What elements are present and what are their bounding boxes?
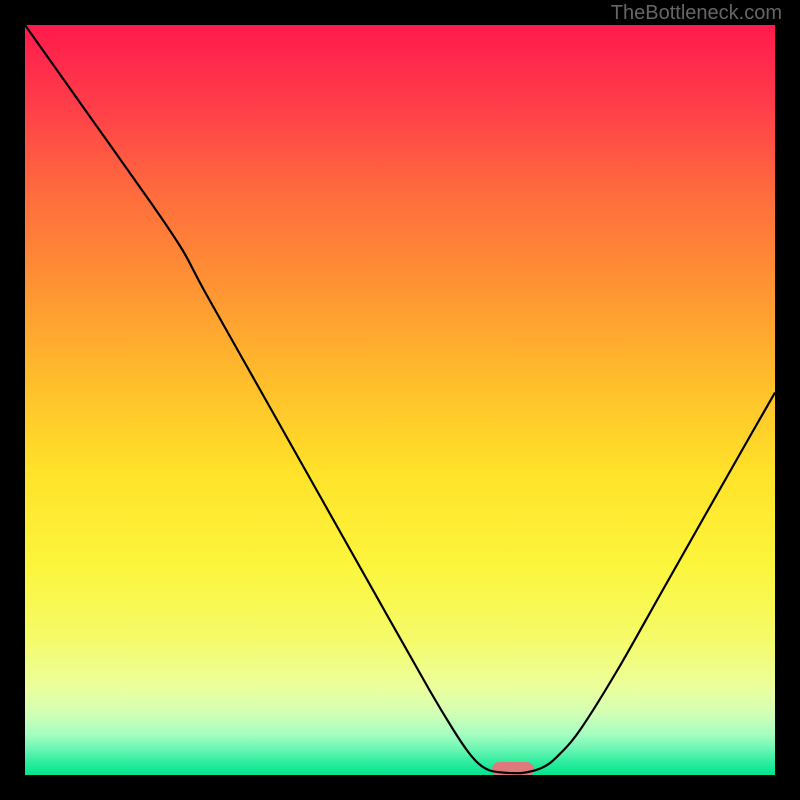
- bottleneck-curve: [25, 25, 775, 775]
- frame-left: [0, 0, 25, 800]
- watermark-text: TheBottleneck.com: [611, 2, 782, 25]
- frame-bottom: [0, 775, 800, 800]
- chart-container: TheBottleneck.com: [0, 0, 800, 800]
- plot-area: [25, 25, 775, 775]
- frame-right: [775, 0, 800, 800]
- curve-path: [25, 25, 775, 773]
